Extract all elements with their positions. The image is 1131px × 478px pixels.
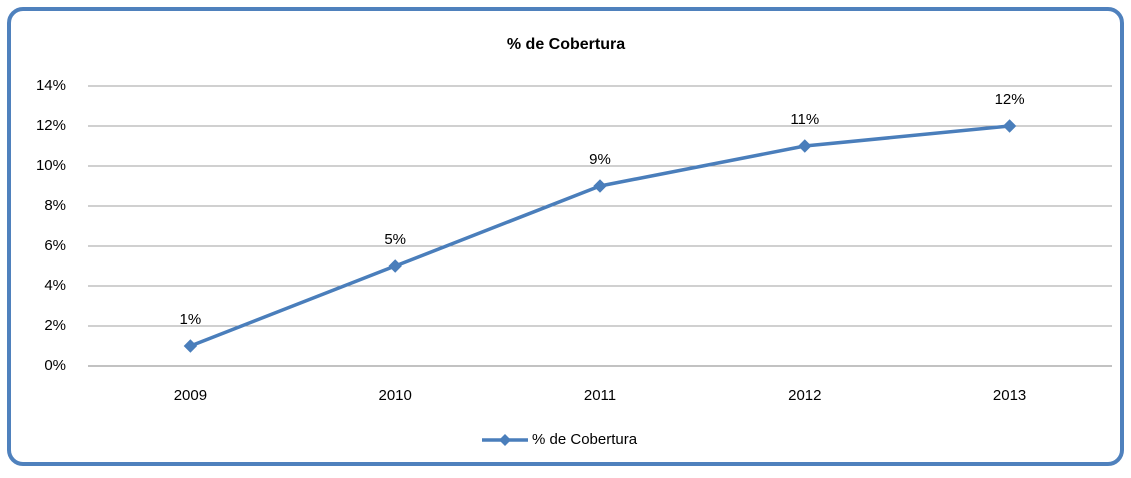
point-marker (1002, 119, 1017, 133)
legend-label: % de Cobertura (532, 431, 638, 448)
y-tick-label: 2% (44, 317, 66, 334)
y-tick-label: 0% (44, 357, 66, 374)
chart-title: % de Cobertura (507, 36, 625, 53)
y-tick-label: 10% (36, 157, 66, 174)
y-tick-label: 4% (44, 277, 66, 294)
y-tick-label: 8% (44, 197, 66, 214)
x-tick-label: 2012 (788, 387, 821, 404)
x-tick-label: 2011 (584, 387, 616, 404)
point-marker (593, 179, 607, 193)
data-label: 12% (995, 91, 1025, 108)
data-label: 9% (589, 151, 611, 168)
chart-border (7, 7, 1124, 466)
data-label: 11% (790, 111, 819, 128)
data-label: 5% (384, 231, 406, 248)
x-tick-label: 2013 (993, 387, 1026, 404)
y-tick-label: 6% (44, 237, 66, 254)
data-label: 1% (180, 311, 202, 328)
x-tick-label: 2009 (174, 387, 207, 404)
y-tick-label: 12% (36, 117, 66, 134)
x-tick-label: 2010 (379, 387, 412, 404)
y-tick-label: 14% (36, 77, 66, 94)
legend-marker (499, 434, 511, 446)
point-marker (183, 339, 198, 353)
point-marker (798, 139, 812, 153)
point-marker (388, 259, 402, 273)
